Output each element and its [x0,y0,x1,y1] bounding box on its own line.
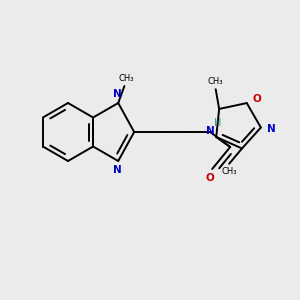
Text: O: O [206,173,214,183]
Text: O: O [252,94,261,104]
Text: CH₃: CH₃ [221,167,237,176]
Text: H: H [214,118,222,128]
Text: CH₃: CH₃ [118,74,134,82]
Text: N: N [206,126,214,136]
Text: N: N [268,124,276,134]
Text: N: N [113,165,122,175]
Text: CH₃: CH₃ [208,77,224,86]
Text: N: N [113,89,122,99]
